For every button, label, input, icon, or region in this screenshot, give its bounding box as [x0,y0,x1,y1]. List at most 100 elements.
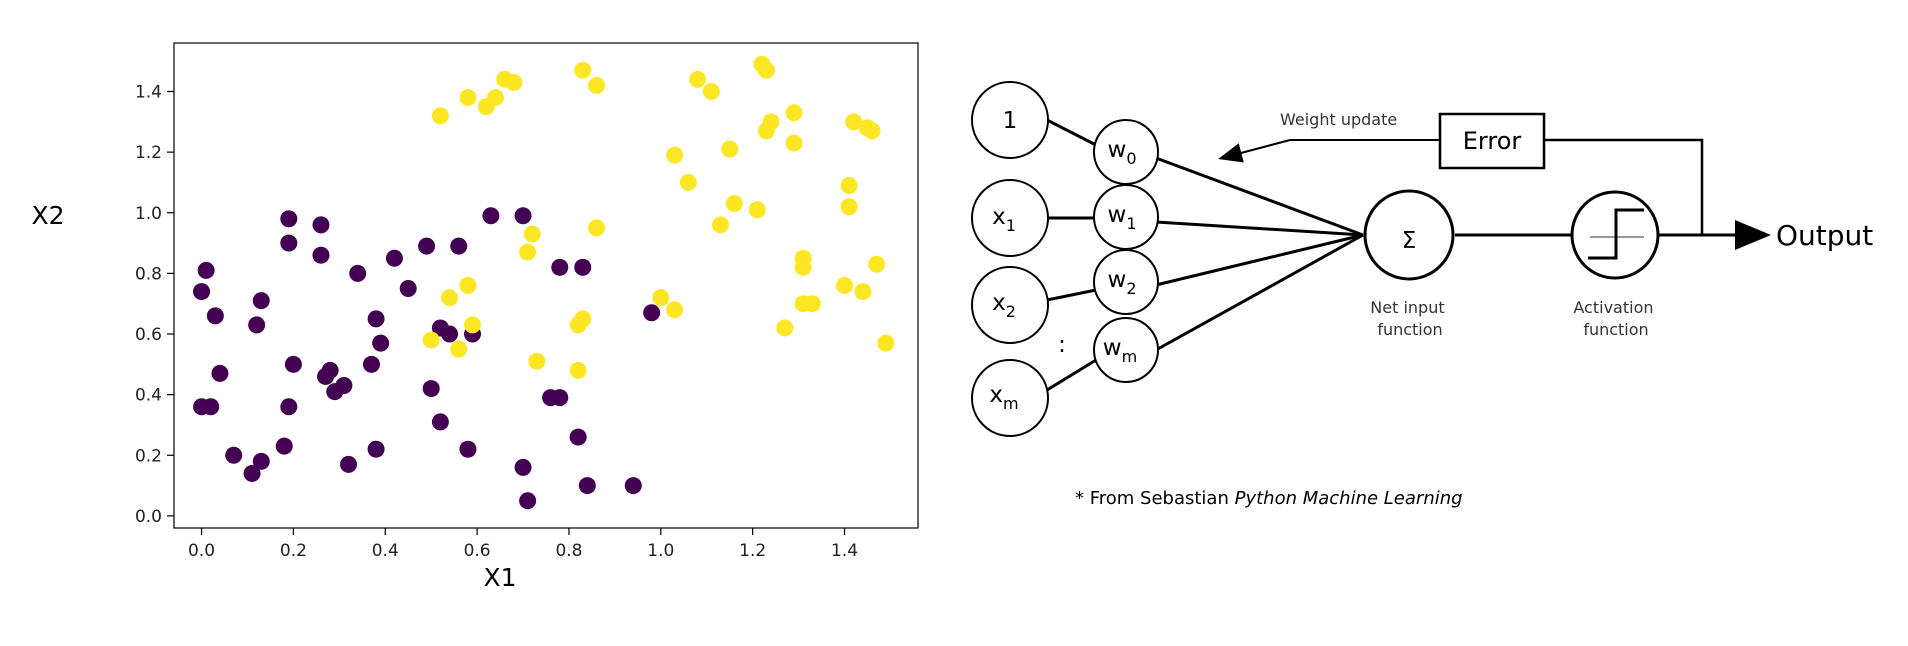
svg-text:Σ: Σ [1402,228,1417,254]
svg-text:1: 1 [1003,108,1018,134]
scatter-point [712,216,730,234]
y-tick-label: 1.2 [135,143,162,163]
scatter-point [840,198,858,216]
scatter-point [280,210,298,228]
scatter-point [803,295,821,313]
scatter-point [868,255,886,273]
scatter-point [450,237,468,255]
scatter-point [340,455,358,473]
svg-text:xm: xm [989,382,1018,413]
net-input-label: Net input function [1370,298,1449,339]
plot-area [173,42,919,529]
scatter-point [514,207,532,225]
y-tick-label: 0.8 [135,264,162,284]
scatter-point [551,389,569,407]
weight-update-label: Weight update [1280,110,1397,129]
scatter-point [578,477,596,495]
scatter-point [877,334,895,352]
scatter-point [836,277,854,294]
scatter-point [280,234,298,252]
scatter-point [482,207,500,225]
scatter-point [459,440,477,458]
scatter-point [248,316,266,334]
weight-node-w0: w0 [1093,119,1159,185]
activation-node [1570,190,1660,280]
scatter-point [845,113,863,131]
scatter-point [748,201,766,219]
scatter-point [523,225,541,243]
x-tick-label: 0.8 [555,541,582,561]
scatter-point [321,361,339,379]
scatter-point [422,380,440,398]
y-axis-ticks: 0.0 0.2 0.4 0.6 0.8 1.0 1.2 1.4 [135,83,174,527]
x-tick-label: 1.4 [831,541,858,561]
scatter-point [243,464,261,482]
weight-node-w2: w2 [1093,249,1159,315]
scatter-point [367,440,385,458]
scatter-point [399,280,417,298]
input-node-bias: 1 [971,81,1049,159]
scatter-point [551,258,569,276]
scatter-points [193,55,895,510]
scatter-point [385,249,403,267]
weight-node-w1: w1 [1093,184,1159,250]
scatter-point [431,413,449,431]
scatter-point [197,261,215,279]
svg-text:Error: Error [1463,127,1522,155]
scatter-point [762,113,780,131]
inputs-ellipsis: : [1058,332,1066,358]
input-node-x2: x2 [971,266,1049,344]
x-tick-label: 0.4 [372,541,399,561]
scatter-point [252,292,270,310]
svg-text:x1: x1 [992,204,1016,235]
scatter-point [519,243,537,261]
perceptron-diagram: 1 x1 x2 : xm w0 w1 w2 wm Σ Net input fun… [971,81,1873,437]
svg-text:wm: wm [1103,335,1137,366]
scatter-point [312,246,330,264]
scatter-point [335,377,353,395]
scatter-point [588,76,606,94]
scatter-point [794,258,812,276]
scatter-point [519,492,537,510]
svg-text:w0: w0 [1108,137,1137,168]
scatter-point [459,277,477,294]
scatter-point [574,61,592,79]
scatter-point [721,140,739,158]
scatter-point [367,310,385,328]
scatter-point [689,70,707,88]
scatter-point [459,89,477,107]
scatter-point [464,316,482,334]
y-tick-label: 0.0 [135,507,162,527]
scatter-point [652,289,670,307]
scatter-point [725,195,743,213]
scatter-point [588,219,606,237]
scatter-point [362,355,380,373]
x-tick-label: 0.6 [464,541,491,561]
scatter-point [624,477,642,495]
input-node-x1: x1 [971,179,1049,257]
y-tick-label: 0.2 [135,446,162,466]
scatter-point [528,352,546,370]
scatter-point [225,446,243,464]
scatter-point [202,398,220,416]
scatter-plot: 0.0 0.2 0.4 0.6 0.8 1.0 1.2 1.4 0.0 0.2 0.4 0.6 0.8… [31,42,919,592]
scatter-point [569,428,587,446]
scatter-point [193,283,211,301]
y-axis-label: X2 [31,201,64,230]
scatter-point [702,83,720,100]
y-tick-label: 0.6 [135,325,162,345]
scatter-point [418,237,436,255]
x-tick-label: 0.0 [188,541,215,561]
x-axis-ticks: 0.0 0.2 0.4 0.6 0.8 1.0 1.2 1.4 [188,528,858,561]
scatter-point [514,458,532,476]
citation: * From Sebastian Python Machine Learning [1075,488,1463,509]
scatter-point [422,331,440,349]
scatter-point [441,325,459,343]
scatter-point [785,134,803,152]
svg-text:w1: w1 [1108,202,1137,233]
scatter-point [349,264,367,282]
scatter-point [505,73,523,91]
error-box: Error [1438,112,1546,170]
scatter-point [785,104,803,122]
output-label: Output [1776,219,1873,252]
